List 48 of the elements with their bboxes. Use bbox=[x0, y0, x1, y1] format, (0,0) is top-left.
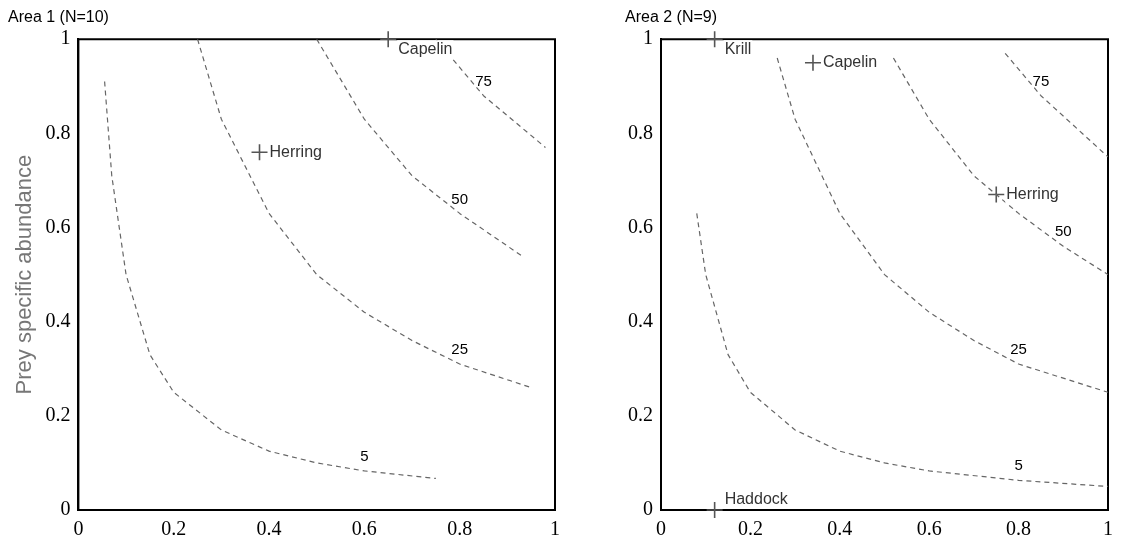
y-axis-title: Prey specific abundance bbox=[11, 154, 37, 395]
line-series bbox=[696, 212, 1108, 488]
series-label: Capelin bbox=[398, 39, 453, 57]
x-tick-label: 1 bbox=[1103, 517, 1113, 540]
y-tick-label: 1 bbox=[60, 26, 71, 49]
chart-title: Area 1 (N=10) bbox=[8, 8, 109, 26]
line-series bbox=[196, 39, 532, 389]
x-tick-label: 0.4 bbox=[256, 517, 282, 540]
y-tick-label: 0.8 bbox=[45, 120, 71, 143]
line-series bbox=[104, 80, 437, 480]
series-label: 50 bbox=[451, 189, 469, 207]
series-label: 25 bbox=[1010, 340, 1027, 358]
x-tick-label: 0.6 bbox=[916, 517, 942, 540]
x-tick-label: 1 bbox=[550, 517, 560, 540]
series-label: 5 bbox=[1014, 456, 1023, 474]
line-series bbox=[776, 57, 1108, 393]
series-label: Herring bbox=[269, 142, 322, 160]
y-tick-label: 0 bbox=[60, 497, 71, 520]
x-tick-label: 0.8 bbox=[1006, 517, 1032, 540]
y-tick-label: 0.6 bbox=[628, 214, 653, 237]
y-tick-label: 0.8 bbox=[628, 120, 653, 143]
series-label: 25 bbox=[451, 340, 469, 358]
chart-title: Area 2 (N=9) bbox=[625, 8, 718, 26]
point bbox=[705, 501, 724, 519]
y-tick-label: 0.2 bbox=[628, 403, 653, 426]
series-label: Haddock bbox=[724, 490, 789, 508]
series-label: Capelin bbox=[822, 53, 878, 71]
series-label: 75 bbox=[1032, 71, 1050, 89]
y-tick-label: 0 bbox=[643, 497, 653, 520]
y-tick-label: 0.2 bbox=[45, 403, 71, 426]
point bbox=[804, 53, 822, 72]
series-label: 75 bbox=[475, 71, 492, 89]
y-tick-label: 0.4 bbox=[45, 308, 71, 331]
line-series bbox=[892, 57, 1108, 276]
series-label: 50 bbox=[1054, 222, 1072, 240]
series-label: Krill bbox=[724, 39, 752, 57]
x-tick-label: 0.4 bbox=[827, 517, 853, 540]
y-tick-label: 0.4 bbox=[628, 308, 653, 331]
x-tick-label: 0.8 bbox=[447, 517, 473, 540]
x-tick-label: 0.2 bbox=[161, 517, 187, 540]
y-tick-label: 1 bbox=[643, 26, 653, 49]
point bbox=[987, 185, 1006, 204]
x-tick-label: 0.6 bbox=[351, 517, 377, 540]
point bbox=[705, 30, 724, 48]
y-tick-label: 0.6 bbox=[45, 214, 71, 237]
x-tick-label: 0.2 bbox=[737, 517, 763, 540]
series-label: Herring bbox=[1006, 184, 1059, 202]
series-label: 5 bbox=[360, 447, 369, 465]
